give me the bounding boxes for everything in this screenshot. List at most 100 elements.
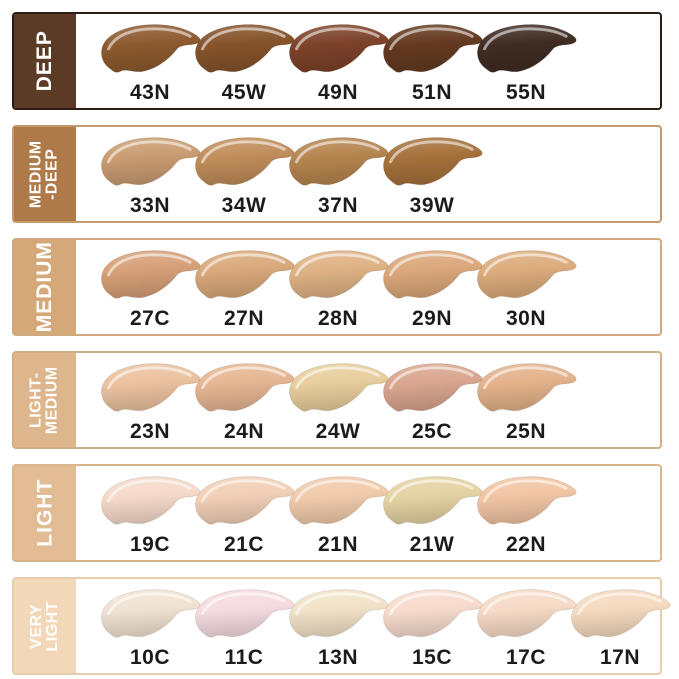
shade-code: 21C xyxy=(223,533,265,556)
swatch-area: 10C 11C 13N 15C xyxy=(76,579,671,673)
shade-cell-43n: 43N xyxy=(90,14,210,108)
shade-code: 27C xyxy=(129,307,171,330)
shade-cell-27n: 27N xyxy=(184,240,304,334)
foundation-smear-icon xyxy=(101,589,201,638)
foundation-smear-icon xyxy=(383,137,483,186)
foundation-smear-icon xyxy=(477,476,577,525)
shade-code: 21W xyxy=(409,533,455,556)
shade-cell-17c: 17C xyxy=(466,579,586,673)
shade-cell-13n: 13N xyxy=(278,579,398,673)
foundation-smear-icon xyxy=(289,137,389,186)
foundation-smear-icon xyxy=(101,363,201,412)
category-label-line: -DEEP xyxy=(44,148,62,200)
shade-code: 23N xyxy=(129,420,171,443)
shade-code: 19C xyxy=(129,533,171,556)
category-label-line: LIGHT xyxy=(33,479,57,547)
swatch-area: 43N 45W 49N 51N xyxy=(76,14,660,108)
shade-cell-39w: 39W xyxy=(372,127,492,221)
category-sidebar: VERY LIGHT xyxy=(14,579,76,673)
category-sidebar: LIGHT- MEDIUM xyxy=(14,353,76,447)
shade-code: 17C xyxy=(505,646,547,669)
shade-code: 25C xyxy=(411,420,453,443)
shade-row-medium: MEDIUM 27C 27N 28N xyxy=(12,238,662,336)
foundation-smear-icon xyxy=(101,137,201,186)
category-label: MEDIUM -DEEP xyxy=(28,140,62,208)
shade-code: 30N xyxy=(505,307,547,330)
foundation-smear-icon xyxy=(383,24,483,73)
shade-code: 10C xyxy=(129,646,171,669)
shade-cell-25n: 25N xyxy=(466,353,586,447)
shade-cell-45w: 45W xyxy=(184,14,304,108)
category-label: LIGHT- MEDIUM xyxy=(28,366,62,434)
shade-code: 24W xyxy=(315,420,361,443)
shade-cell-21c: 21C xyxy=(184,466,304,560)
foundation-smear-icon xyxy=(477,250,577,299)
foundation-smear-icon xyxy=(289,24,389,73)
swatch-area: 23N 24N 24W 25C xyxy=(76,353,660,447)
shade-code: 49N xyxy=(317,81,359,104)
foundation-smear-icon xyxy=(195,363,295,412)
foundation-smear-icon xyxy=(101,476,201,525)
shade-row-deep: DEEP 43N 45W 49N xyxy=(12,12,662,110)
shade-code: 55N xyxy=(505,81,547,104)
category-label: LIGHT xyxy=(33,479,57,547)
category-sidebar: MEDIUM -DEEP xyxy=(14,127,76,221)
shade-code: 13N xyxy=(317,646,359,669)
shade-cell-28n: 28N xyxy=(278,240,398,334)
foundation-smear-icon xyxy=(195,137,295,186)
category-label: DEEP xyxy=(33,30,56,91)
shade-cell-24n: 24N xyxy=(184,353,304,447)
foundation-smear-icon xyxy=(289,363,389,412)
shade-code: 17N xyxy=(599,646,641,669)
foundation-smear-icon xyxy=(477,24,577,73)
shade-cell-21n: 21N xyxy=(278,466,398,560)
shade-code: 37N xyxy=(317,194,359,217)
shade-code: 24N xyxy=(223,420,265,443)
foundation-smear-icon xyxy=(195,589,295,638)
shade-cell-21w: 21W xyxy=(372,466,492,560)
shade-code: 39W xyxy=(409,194,455,217)
shade-cell-11c: 11C xyxy=(184,579,304,673)
category-sidebar: DEEP xyxy=(14,14,76,108)
shade-cell-55n: 55N xyxy=(466,14,586,108)
category-label: VERY LIGHT xyxy=(28,600,62,652)
shade-cell-24w: 24W xyxy=(278,353,398,447)
foundation-smear-icon xyxy=(477,589,577,638)
foundation-smear-icon xyxy=(289,589,389,638)
swatch-area: 19C 21C 21N 21W xyxy=(76,466,660,560)
foundation-smear-icon xyxy=(101,250,201,299)
shade-cell-23n: 23N xyxy=(90,353,210,447)
foundation-smear-icon xyxy=(571,589,671,638)
shade-cell-15c: 15C xyxy=(372,579,492,673)
shade-row-light: LIGHT 19C 21C 21N xyxy=(12,464,662,562)
shade-code: 15C xyxy=(411,646,453,669)
category-sidebar: LIGHT xyxy=(14,466,76,560)
shade-cell-19c: 19C xyxy=(90,466,210,560)
shade-cell-49n: 49N xyxy=(278,14,398,108)
shade-code: 21N xyxy=(317,533,359,556)
shade-row-medium-deep: MEDIUM -DEEP 33N 34W 37N xyxy=(12,125,662,223)
shade-cell-34w: 34W xyxy=(184,127,304,221)
shade-code: 45W xyxy=(221,81,267,104)
foundation-smear-icon xyxy=(195,250,295,299)
shade-code: 22N xyxy=(505,533,547,556)
shade-cell-51n: 51N xyxy=(372,14,492,108)
shade-cell-22n: 22N xyxy=(466,466,586,560)
shade-cell-17n: 17N xyxy=(560,579,679,673)
foundation-smear-icon xyxy=(289,250,389,299)
category-label-line: LIGHT xyxy=(44,600,61,652)
shade-cell-33n: 33N xyxy=(90,127,210,221)
shade-cell-10c: 10C xyxy=(90,579,210,673)
swatch-area: 27C 27N 28N 29N xyxy=(76,240,660,334)
category-label-line: MEDIUM xyxy=(33,241,57,333)
shade-row-light-medium: LIGHT- MEDIUM 23N 24N 24W xyxy=(12,351,662,449)
shade-code: 29N xyxy=(411,307,453,330)
foundation-smear-icon xyxy=(383,363,483,412)
shade-code: 27N xyxy=(223,307,265,330)
category-label: MEDIUM xyxy=(33,241,57,333)
foundation-smear-icon xyxy=(101,24,201,73)
foundation-smear-icon xyxy=(383,589,483,638)
foundation-smear-icon xyxy=(195,476,295,525)
shade-code: 34W xyxy=(221,194,267,217)
